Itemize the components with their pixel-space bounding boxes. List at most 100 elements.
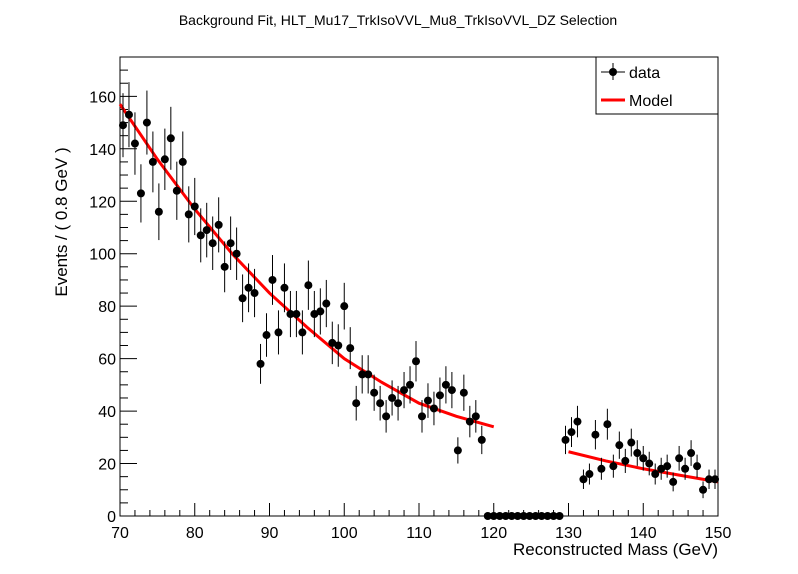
data-point-marker (142, 118, 151, 127)
data-point-marker (579, 475, 588, 484)
data-point-marker (681, 464, 690, 473)
data-point (585, 463, 594, 485)
data-point (394, 385, 403, 421)
data-point (274, 310, 283, 355)
x-tick-label: 130 (555, 525, 582, 542)
data-point-marker (382, 412, 391, 421)
data-point (579, 469, 588, 489)
data-point-marker (400, 386, 409, 395)
data-point (160, 128, 169, 190)
data-point-marker (130, 139, 139, 148)
data-point-marker (322, 299, 331, 308)
x-tick-label: 110 (406, 525, 432, 542)
data-point (136, 164, 145, 223)
data-point-marker (184, 210, 193, 219)
data-point (549, 512, 558, 520)
y-tick-label: 40 (98, 404, 116, 421)
data-point-marker (136, 189, 145, 198)
data-point (519, 512, 528, 520)
legend: data Model (595, 56, 719, 115)
data-point (561, 425, 570, 455)
data-point-marker (196, 231, 205, 240)
data-point (256, 343, 265, 384)
legend-box (595, 56, 719, 115)
data-point (250, 268, 259, 318)
data-point-marker (388, 393, 397, 402)
legend-model-label: Model (629, 93, 673, 110)
data-point (412, 341, 421, 382)
data-point-marker (376, 399, 385, 408)
data-point (130, 112, 139, 175)
data-point (495, 512, 504, 520)
data-point (423, 383, 432, 418)
data-point-marker (465, 417, 474, 426)
data-point-marker (519, 512, 528, 520)
y-axis-label: Events / ( 0.8 GeV ) (52, 147, 71, 296)
data-point-marker (160, 155, 169, 164)
chart-title: Background Fit, HLT_Mu17_TrkIsoVVL_Mu8_T… (179, 12, 617, 28)
data-point (531, 512, 540, 520)
data-point (148, 131, 157, 193)
data-point (621, 448, 630, 473)
data-point-marker (609, 462, 618, 471)
data-point-marker (190, 202, 199, 211)
data-point (370, 374, 379, 411)
x-tick-label: 100 (331, 525, 358, 542)
data-point (232, 227, 241, 280)
x-tick-label: 120 (480, 525, 507, 542)
data-point (591, 420, 600, 450)
data-point (435, 377, 444, 414)
data-point-marker (657, 464, 666, 473)
data-point (465, 405, 474, 438)
data-point (651, 463, 660, 485)
data-point-marker (412, 357, 421, 366)
legend-data-label: data (629, 65, 660, 82)
data-point (238, 274, 247, 323)
data-point (711, 469, 720, 489)
data-point (513, 512, 522, 520)
data-point-marker (585, 470, 594, 479)
data-point-marker (238, 294, 247, 303)
data-point (298, 310, 307, 355)
data-point-marker (639, 454, 648, 463)
data-point-marker (352, 399, 361, 408)
data-point (400, 372, 409, 409)
data-point-marker (298, 328, 307, 337)
data-point-marker (477, 435, 486, 444)
data-point-marker (555, 512, 564, 520)
data-point-marker (591, 430, 600, 439)
series-layer (118, 82, 720, 520)
data-point-marker (711, 475, 720, 484)
data-point-marker (687, 449, 696, 458)
data-point-marker (423, 396, 432, 405)
data-point (268, 255, 277, 305)
data-point-marker (705, 475, 714, 484)
data-point (615, 431, 624, 459)
data-point-marker (328, 338, 337, 347)
data-point (567, 417, 576, 448)
y-tick-label: 100 (89, 247, 116, 264)
data-point (639, 445, 648, 471)
data-point-marker (693, 462, 702, 471)
data-point (453, 437, 462, 464)
data-point (609, 454, 618, 478)
data-point-marker (459, 388, 468, 397)
y-tick-label: 140 (89, 142, 116, 159)
data-point (417, 400, 426, 433)
data-point-marker (124, 110, 133, 119)
data-point (166, 106, 175, 170)
data-point (447, 372, 456, 409)
y-tick-label: 80 (98, 299, 116, 316)
y-tick-label: 160 (89, 89, 116, 106)
data-point (352, 385, 361, 421)
data-point-marker (513, 512, 522, 520)
data-point (669, 472, 678, 492)
data-point-marker (286, 310, 295, 319)
data-point-marker (525, 512, 534, 520)
data-point-marker (417, 412, 426, 421)
data-point (489, 512, 498, 520)
data-point (555, 512, 564, 520)
data-point (322, 279, 331, 328)
data-point-marker (663, 462, 672, 471)
data-point (208, 216, 217, 270)
